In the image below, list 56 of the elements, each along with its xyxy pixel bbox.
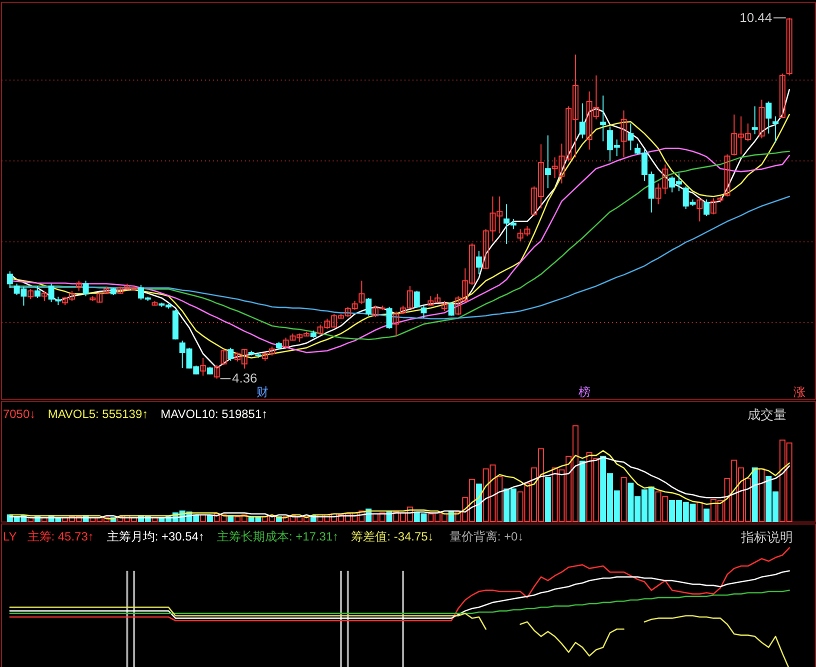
candlestick [476,250,482,275]
candlestick [758,99,765,139]
annotation: 榜 [578,384,591,399]
annotation: 财 [256,384,268,399]
text: MAVOL5: 555139↑ [48,406,148,421]
candlestick [34,286,40,298]
text: 涨 [794,384,806,399]
candlestick [779,73,786,119]
candlestick [752,106,758,135]
candlestick [6,270,13,288]
text: 量价背离: +0↓ [449,530,524,544]
bar [476,484,482,522]
text: MAVOL10: 519851↑ [160,406,268,421]
candlestick [766,101,772,134]
candlestick [600,95,606,142]
candlestick [786,17,792,76]
candlestick [386,306,392,330]
text: 指标说明 [740,529,794,544]
text: 主筹长期成本: +17.31↑ [217,530,339,544]
candlestick [628,122,634,151]
candlestick [448,302,454,316]
bar [544,476,551,522]
text: 主筹: 45.73↑ [27,530,94,544]
candlestick [544,134,551,189]
candlestick [76,280,82,292]
text: 主筹月均: +30.54↑ [106,530,204,544]
candlestick [28,288,34,300]
candlestick [579,102,586,139]
text: 筹差值: -34.75↓ [351,530,434,544]
candlestick [82,280,89,297]
bar [704,508,710,522]
bar [579,460,586,522]
bar [752,467,758,522]
candlestick [696,198,703,222]
candlestick [393,311,400,338]
candlestick [414,290,420,309]
candlestick [200,357,206,376]
text: 成交量 [748,406,787,422]
candlestick [724,154,730,197]
candlestick [710,198,716,215]
candlestick [214,364,220,380]
candlestick [772,116,779,143]
annotation: 10.44 [740,10,772,25]
candlestick [441,300,448,312]
chart-title: LY [2,530,17,544]
candlestick [220,348,227,366]
candlestick [704,198,710,217]
candlestick [41,290,48,302]
bar [206,515,213,522]
text: 7050↓ [2,406,36,421]
candlestick [420,305,427,319]
annotation: 4.36 [232,370,258,386]
candlestick [358,280,365,304]
candlestick [228,347,234,362]
candlestick [366,297,372,316]
candlestick [620,110,627,158]
